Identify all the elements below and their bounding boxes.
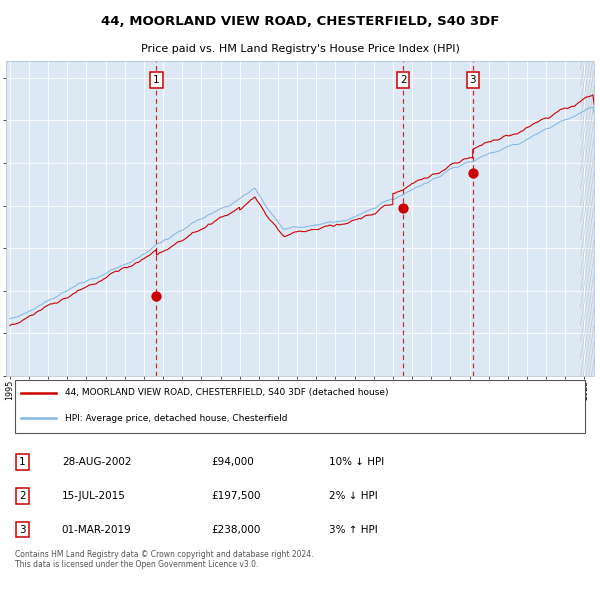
Text: 28-AUG-2002: 28-AUG-2002 (62, 457, 131, 467)
Text: HPI: Average price, detached house, Chesterfield: HPI: Average price, detached house, Ches… (65, 414, 287, 423)
Text: 10% ↓ HPI: 10% ↓ HPI (329, 457, 385, 467)
Text: Contains HM Land Registry data © Crown copyright and database right 2024.
This d: Contains HM Land Registry data © Crown c… (15, 550, 313, 569)
Point (152, 291, 161, 301)
Text: 1: 1 (19, 457, 26, 467)
Text: 44, MOORLAND VIEW ROAD, CHESTERFIELD, S40 3DF: 44, MOORLAND VIEW ROAD, CHESTERFIELD, S4… (101, 15, 499, 28)
Text: 3: 3 (19, 525, 26, 535)
Text: Price paid vs. HM Land Registry's House Price Index (HPI): Price paid vs. HM Land Registry's House … (140, 44, 460, 54)
Text: 2: 2 (19, 491, 26, 501)
Text: £197,500: £197,500 (212, 491, 261, 501)
Text: 3% ↑ HPI: 3% ↑ HPI (329, 525, 378, 535)
Text: 1: 1 (153, 75, 160, 85)
Text: 3: 3 (469, 75, 476, 85)
Text: 2: 2 (400, 75, 407, 85)
Text: 15-JUL-2015: 15-JUL-2015 (62, 491, 126, 501)
Point (398, 203, 408, 212)
Text: 44, MOORLAND VIEW ROAD, CHESTERFIELD, S40 3DF (detached house): 44, MOORLAND VIEW ROAD, CHESTERFIELD, S4… (65, 388, 388, 398)
Text: 01-MAR-2019: 01-MAR-2019 (62, 525, 131, 535)
Text: 2% ↓ HPI: 2% ↓ HPI (329, 491, 378, 501)
Text: £94,000: £94,000 (212, 457, 254, 467)
FancyBboxPatch shape (15, 379, 585, 433)
Point (468, 169, 478, 178)
Text: £238,000: £238,000 (212, 525, 261, 535)
